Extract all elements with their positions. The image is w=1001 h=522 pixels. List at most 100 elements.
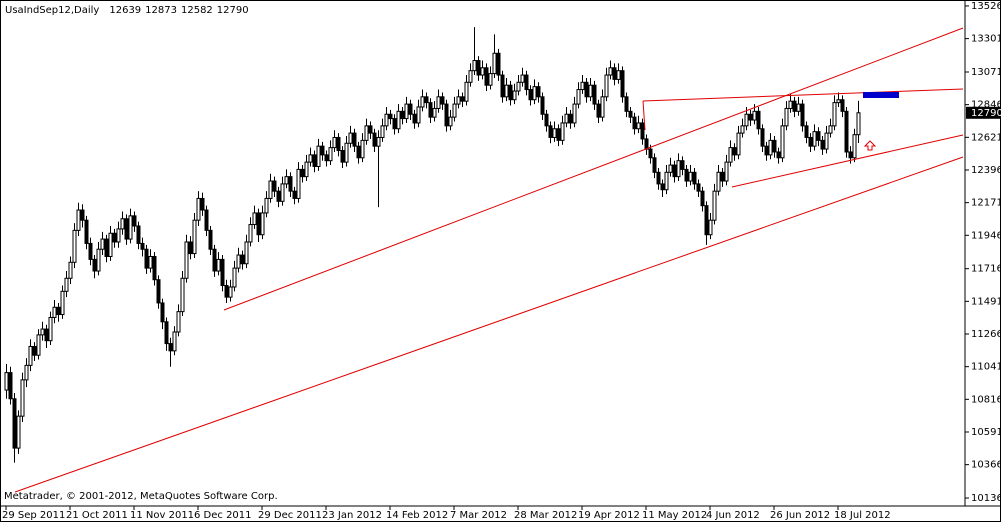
candle-body-up: [100, 238, 105, 250]
candle-body-down: [680, 160, 685, 170]
candle-body-up: [456, 96, 461, 105]
candle-body-down: [808, 136, 813, 147]
candle-body-down: [164, 321, 169, 345]
candle-body-up: [40, 328, 45, 336]
candle-body-up: [512, 90, 517, 101]
candle-body-up: [64, 277, 69, 292]
candle-body-down: [772, 139, 777, 153]
high: 12873: [145, 5, 177, 16]
candle-body-up: [564, 113, 569, 124]
candle-body-up: [788, 100, 793, 109]
y-tick-label: 12171: [971, 198, 1001, 209]
candle-body-up: [616, 70, 621, 80]
open: 12639: [109, 5, 141, 16]
candle-body-up: [488, 73, 493, 86]
trend-line: [731, 134, 964, 188]
candle-body-up: [16, 415, 21, 449]
y-tick-label: 13526: [971, 1, 1001, 12]
candle-body-down: [704, 205, 709, 236]
candle-body-down: [624, 96, 629, 112]
candle-body-up: [192, 219, 197, 255]
candle-body-down: [288, 176, 293, 192]
candle-body-up: [52, 306, 57, 318]
candle-body-up: [296, 168, 301, 199]
x-tick-label: 23 Jan 2012: [322, 510, 382, 521]
candle-body-down: [528, 89, 533, 101]
candle-body-up: [364, 125, 369, 141]
candle-body-up: [148, 255, 153, 269]
candle-body-up: [396, 110, 401, 130]
x-tick-label: 11 Nov 2011: [130, 510, 194, 521]
candle-body-down: [764, 145, 769, 156]
candle-body-down: [424, 96, 429, 104]
candle-body-down: [140, 242, 145, 250]
y-tick-label: 13071: [971, 67, 1001, 78]
candle-body-down: [240, 254, 245, 265]
low: 12582: [181, 5, 213, 16]
candle-body-up: [784, 107, 789, 127]
candle-body-down: [408, 103, 413, 115]
candle-body-up: [796, 103, 801, 112]
y-tick-label: 11946: [971, 230, 1001, 241]
candle-body-up: [812, 131, 817, 147]
trend-line: [642, 88, 964, 102]
candle-body-down: [556, 128, 561, 141]
candle-body-down: [748, 113, 753, 121]
candle-body-down: [320, 145, 325, 156]
candle-body-down: [136, 225, 141, 244]
candle-body-down: [188, 241, 193, 255]
candle-body-up: [244, 241, 249, 265]
candle-body-up: [280, 183, 285, 202]
candle-body-up: [472, 60, 477, 72]
arrow-marker: [863, 140, 877, 151]
candle-body-up: [608, 67, 613, 76]
candle-body-down: [204, 209, 209, 231]
trend-line: [223, 27, 964, 311]
candle-body-up: [468, 70, 473, 83]
candle-body-up: [184, 241, 189, 279]
candle-body-down: [700, 190, 705, 207]
candle-body-down: [132, 215, 137, 227]
candle-body-up: [380, 125, 385, 138]
candle-body-up: [520, 74, 525, 83]
candle-body-up: [824, 132, 829, 150]
candle-body-down: [80, 209, 85, 221]
candle-body-down: [596, 103, 601, 118]
candle-body-up: [316, 145, 321, 167]
candle-body-up: [740, 125, 745, 134]
candle-body-up: [348, 132, 353, 144]
candle-body-up: [236, 254, 241, 269]
candle-body-down: [440, 96, 445, 105]
x-tick-label: 29 Dec 2011: [258, 510, 322, 521]
candle-body-down: [644, 138, 649, 150]
candle-body-up: [176, 311, 181, 333]
y-tick-label: 11716: [971, 264, 1001, 275]
candle-body-down: [776, 151, 781, 159]
candle-body-up: [664, 171, 669, 191]
candle-body-up: [712, 190, 717, 221]
candle-body-up: [260, 212, 265, 236]
candle-body-down: [12, 398, 17, 449]
candle-body-up: [172, 331, 177, 352]
candle-body-up: [76, 209, 81, 231]
candle-body-up: [432, 107, 437, 118]
candle-body-down: [840, 99, 845, 112]
candle-body-down: [324, 154, 329, 162]
close: 12790: [217, 5, 249, 16]
candle-body-down: [400, 110, 405, 120]
candle-body-up: [452, 103, 457, 118]
candle-body-down: [696, 183, 701, 192]
candle-body-up: [304, 161, 309, 178]
candle-body-down: [368, 125, 373, 134]
candle-body-down: [220, 258, 225, 287]
candle-body-up: [228, 286, 233, 298]
candle-body-up: [744, 113, 749, 127]
candle-body-down: [212, 248, 217, 272]
candle-body-up: [68, 261, 73, 279]
candle-body-down: [612, 67, 617, 80]
candle-body-up: [264, 197, 269, 214]
candle-body-down: [460, 96, 465, 102]
candle-body-down: [660, 183, 665, 191]
candle-body-up: [24, 364, 29, 381]
candle-body-down: [272, 180, 277, 192]
